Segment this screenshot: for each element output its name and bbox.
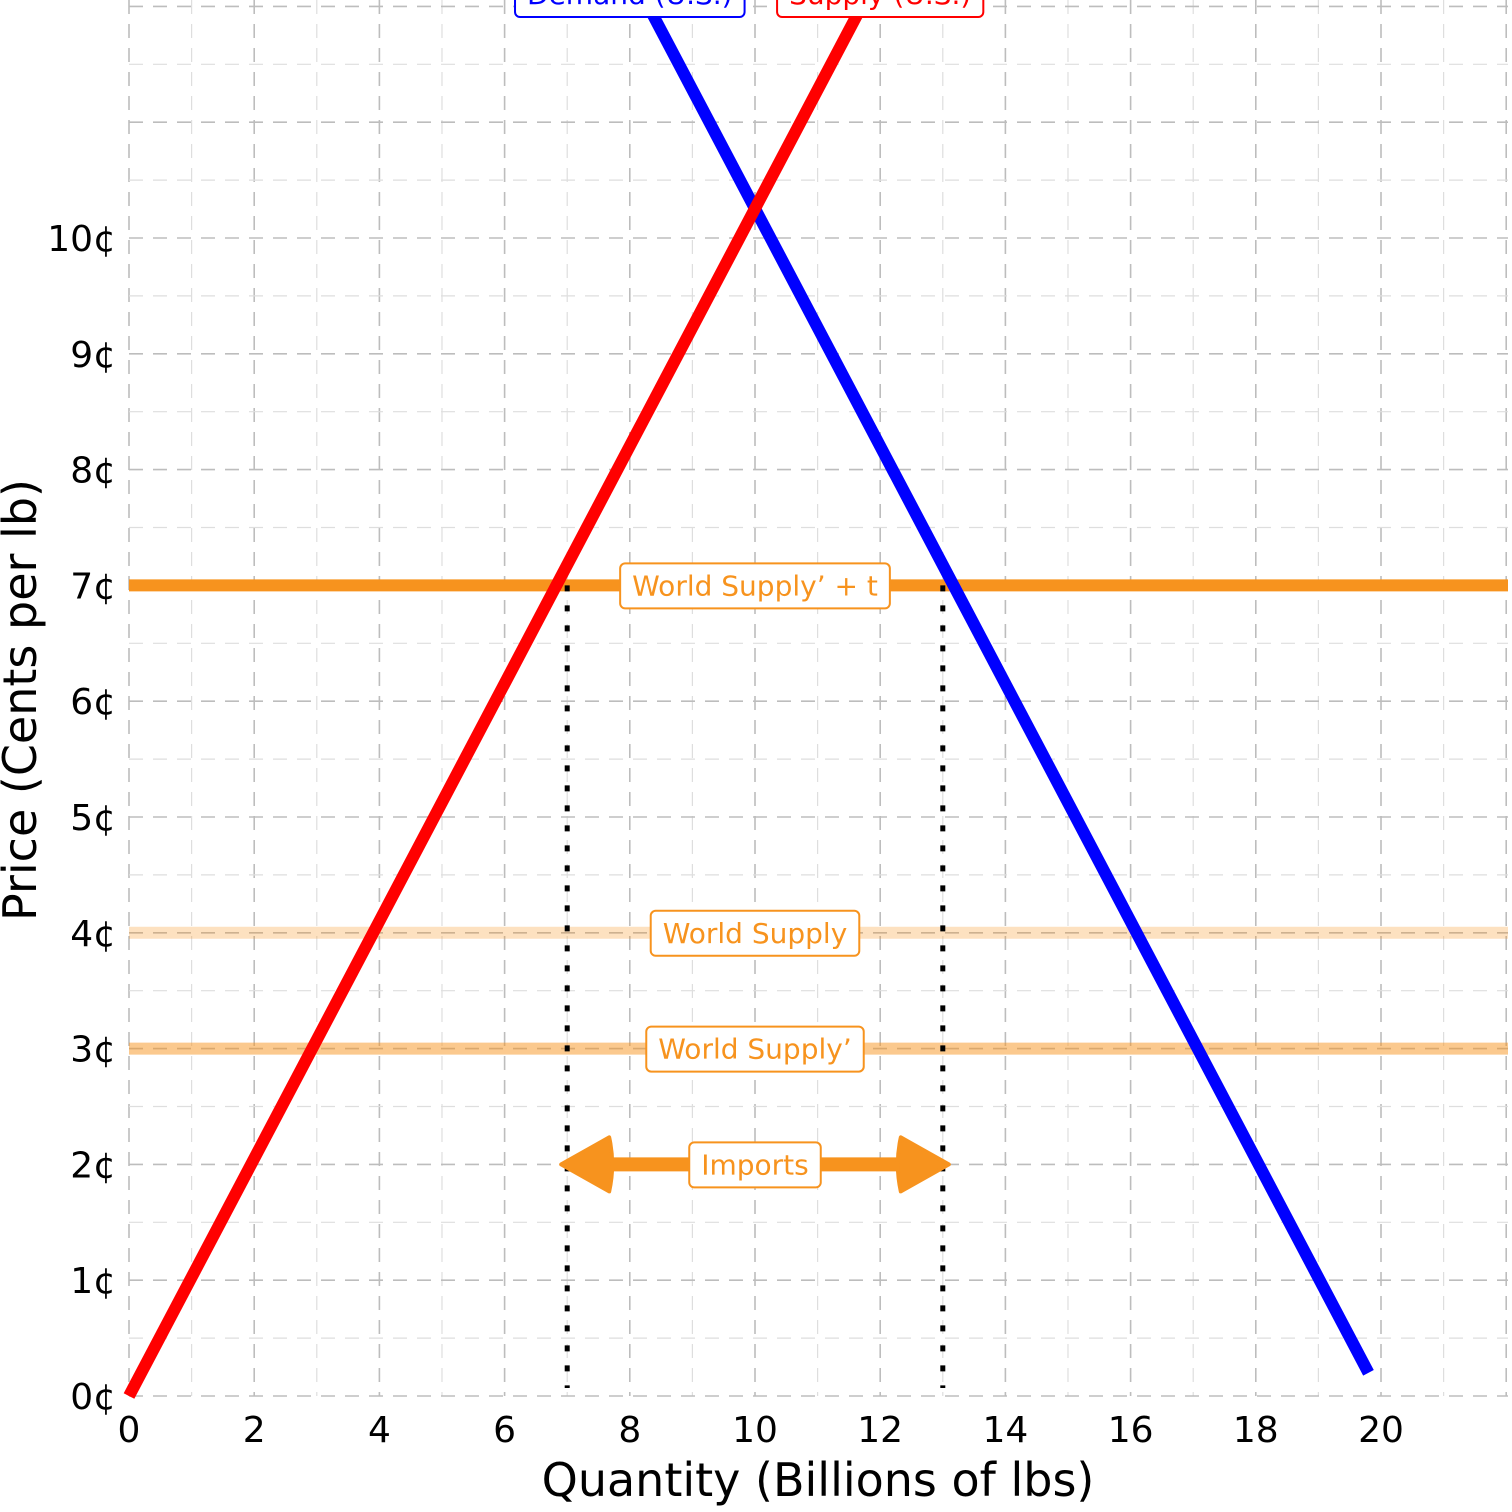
- x-tick-label: 14: [982, 1410, 1028, 1451]
- y-tick-label: 1¢: [70, 1261, 116, 1302]
- series-line: [638, 0, 1374, 1376]
- series-name-label-text: Supply (U.S.): [789, 0, 971, 11]
- y-tick-label: 7¢: [70, 566, 116, 607]
- world-supply-label-box: [619, 562, 891, 610]
- x-axis-title: Quantity (Billions of lbs): [542, 1453, 1095, 1507]
- y-tick-label: 8¢: [70, 451, 116, 492]
- world-supply-label-box: [649, 909, 861, 957]
- series-name-label-box: [776, 0, 985, 18]
- x-tick-label: 2: [243, 1410, 266, 1451]
- y-axis-title: Price (Cents per lb): [0, 479, 47, 921]
- series-name-label: Demand (U.S.): [514, 0, 746, 18]
- x-tick-label: 12: [857, 1410, 903, 1451]
- world-supply-label-text: World Supply’ + t: [632, 569, 878, 602]
- y-tick-label: 5¢: [70, 798, 116, 839]
- x-tick-label: 4: [368, 1410, 391, 1451]
- imports-arrowhead-left: [559, 1135, 615, 1194]
- imports-arrowhead-right: [895, 1135, 951, 1194]
- world-supply-label-text: World Supply’: [658, 1033, 851, 1066]
- y-tick-label: 0¢: [70, 1377, 116, 1418]
- y-tick-label: 10¢: [47, 219, 116, 260]
- imports-label-box: [688, 1141, 822, 1189]
- world-supply-label-box: [645, 1025, 865, 1073]
- y-tick-label: 9¢: [70, 335, 116, 376]
- world-supply-label: World Supply: [649, 909, 861, 957]
- world-supply-label: World Supply’: [645, 1025, 865, 1073]
- x-tick-label: 18: [1233, 1410, 1279, 1451]
- world-supply-label-text: World Supply: [663, 917, 848, 950]
- x-tick-label: 6: [493, 1410, 516, 1451]
- y-tick-label: 4¢: [70, 914, 116, 955]
- x-tick-label: 8: [618, 1410, 641, 1451]
- y-tick-label: 3¢: [70, 1030, 116, 1071]
- x-tick-label: 16: [1108, 1410, 1154, 1451]
- imports-label-text: Imports: [701, 1148, 809, 1181]
- y-tick-label: 2¢: [70, 1145, 116, 1186]
- x-tick-label: 0: [118, 1410, 141, 1451]
- series-line: [123, 0, 872, 1399]
- series-name-label-text: Demand (U.S.): [527, 0, 733, 11]
- series-name-label: Supply (U.S.): [776, 0, 985, 18]
- world-supply-label: World Supply’ + t: [619, 562, 891, 610]
- imports-label: Imports: [688, 1141, 822, 1189]
- y-tick-label: 6¢: [70, 682, 116, 723]
- series-name-label-box: [514, 0, 746, 18]
- x-tick-label: 20: [1358, 1410, 1404, 1451]
- x-tick-label: 10: [732, 1410, 778, 1451]
